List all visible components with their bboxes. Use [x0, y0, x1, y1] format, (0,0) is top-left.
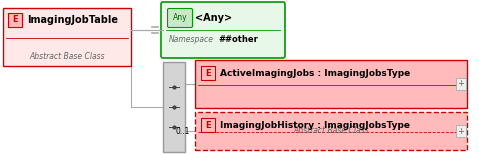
FancyBboxPatch shape: [168, 9, 193, 27]
Bar: [456, 78, 466, 90]
Bar: [8, 13, 22, 27]
Bar: [195, 112, 467, 150]
Text: ActiveImagingJobs : ImagingJobsType: ActiveImagingJobs : ImagingJobsType: [220, 69, 410, 78]
Text: ImagingJobHistory : ImagingJobsType: ImagingJobHistory : ImagingJobsType: [220, 120, 410, 129]
Text: Any: Any: [173, 13, 187, 22]
Text: +: +: [457, 80, 465, 89]
Bar: [163, 62, 185, 152]
FancyBboxPatch shape: [161, 2, 285, 58]
Text: E: E: [12, 16, 18, 24]
Bar: [201, 66, 215, 80]
Bar: [456, 125, 466, 137]
Text: ImagingJobTable: ImagingJobTable: [27, 15, 118, 25]
Text: Abstract Base Class: Abstract Base Class: [293, 126, 369, 135]
Text: 0..1: 0..1: [176, 126, 190, 135]
Bar: [195, 60, 467, 108]
Text: E: E: [205, 69, 211, 78]
Text: Abstract Base Class: Abstract Base Class: [29, 52, 105, 61]
Bar: [201, 118, 215, 132]
Bar: [3, 8, 131, 66]
Text: <Any>: <Any>: [195, 13, 232, 23]
Text: Namespace: Namespace: [169, 35, 214, 44]
Text: +: +: [457, 126, 465, 135]
Text: E: E: [205, 120, 211, 129]
Text: ##other: ##other: [218, 35, 258, 44]
